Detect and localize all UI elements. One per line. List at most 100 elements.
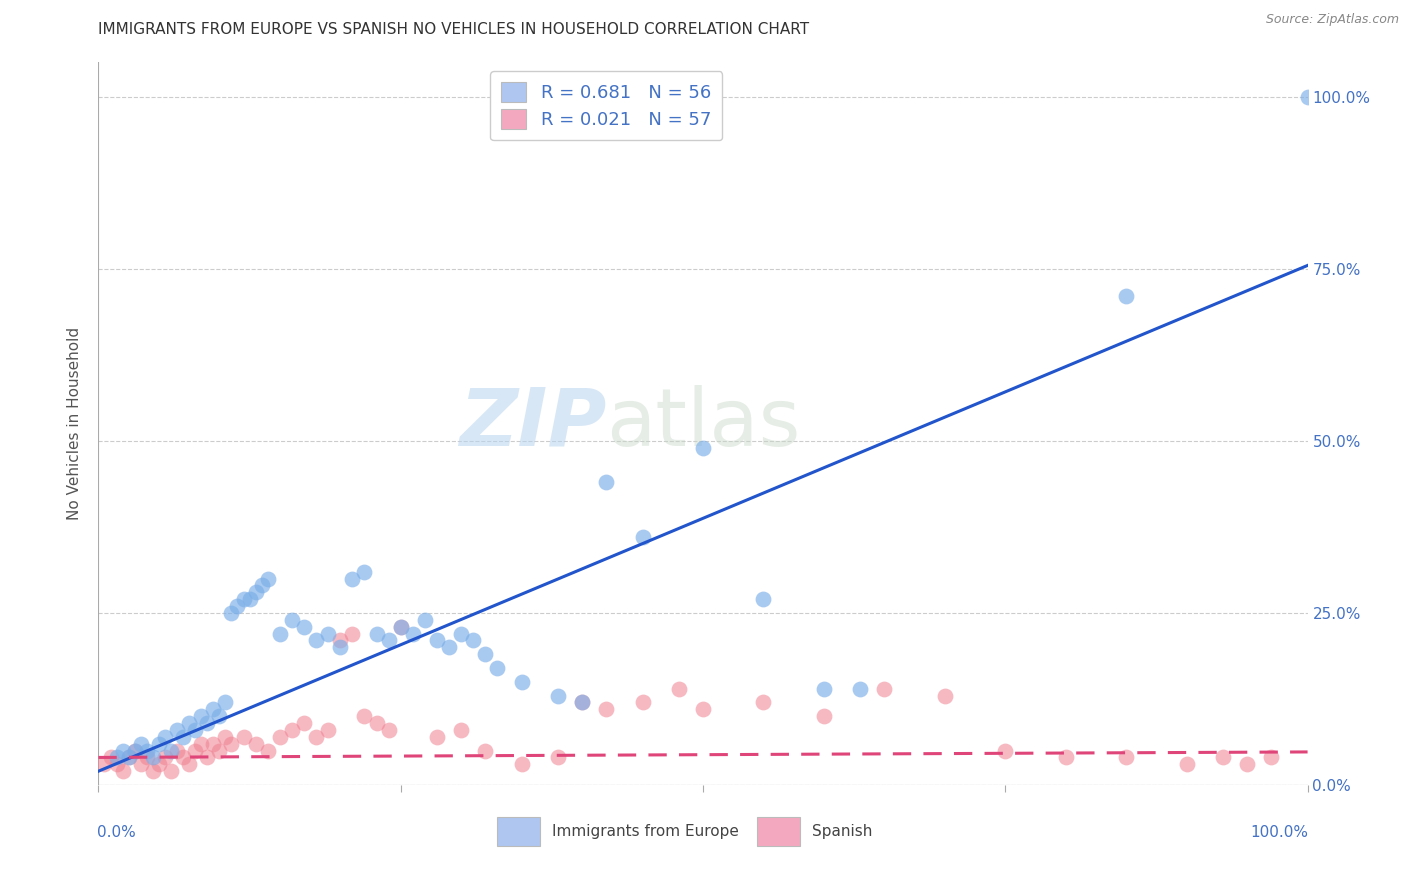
- Point: [1296, 90, 1319, 104]
- Point: [179, 757, 201, 772]
- Point: [316, 723, 339, 737]
- Point: [437, 640, 460, 655]
- Point: [474, 647, 496, 661]
- Point: [129, 737, 152, 751]
- Text: IMMIGRANTS FROM EUROPE VS SPANISH NO VEHICLES IN HOUSEHOLD CORRELATION CHART: IMMIGRANTS FROM EUROPE VS SPANISH NO VEH…: [98, 22, 810, 37]
- Point: [353, 709, 375, 723]
- Point: [873, 681, 896, 696]
- Point: [426, 633, 449, 648]
- Point: [214, 730, 236, 744]
- Point: [1115, 750, 1137, 764]
- Point: [179, 716, 201, 731]
- Point: [250, 578, 273, 592]
- Point: [256, 572, 278, 586]
- Point: [93, 757, 115, 772]
- Point: [214, 695, 236, 709]
- Bar: [758, 817, 800, 847]
- Point: [232, 730, 254, 744]
- Point: [547, 689, 569, 703]
- Legend: R = 0.681   N = 56, R = 0.021   N = 57: R = 0.681 N = 56, R = 0.021 N = 57: [491, 71, 723, 140]
- Point: [571, 695, 593, 709]
- Point: [239, 592, 262, 607]
- Point: [118, 750, 141, 764]
- Point: [377, 723, 399, 737]
- Point: [450, 626, 472, 640]
- Point: [105, 750, 128, 764]
- Point: [172, 750, 194, 764]
- Point: [813, 681, 835, 696]
- Point: [190, 737, 212, 751]
- Point: [486, 661, 509, 675]
- Point: [184, 743, 207, 757]
- Point: [208, 709, 231, 723]
- Point: [124, 743, 146, 757]
- Point: [692, 702, 714, 716]
- Point: [1260, 750, 1282, 764]
- Point: [813, 709, 835, 723]
- Point: [100, 750, 122, 764]
- Text: ZIP: ZIP: [458, 384, 606, 463]
- Point: [305, 633, 328, 648]
- Point: [752, 592, 775, 607]
- Text: Spanish: Spanish: [811, 824, 872, 839]
- Point: [221, 606, 243, 620]
- Point: [129, 757, 152, 772]
- Point: [934, 689, 956, 703]
- Point: [571, 695, 593, 709]
- Point: [631, 695, 654, 709]
- Point: [172, 730, 194, 744]
- Point: [221, 737, 243, 751]
- Point: [195, 716, 218, 731]
- Point: [269, 730, 291, 744]
- Point: [292, 620, 315, 634]
- Point: [389, 620, 412, 634]
- Point: [1054, 750, 1077, 764]
- Point: [202, 737, 225, 751]
- Point: [353, 565, 375, 579]
- Text: 0.0%: 0.0%: [97, 825, 136, 839]
- Point: [510, 674, 533, 689]
- Point: [160, 764, 183, 779]
- Point: [366, 626, 388, 640]
- Point: [202, 702, 225, 716]
- Point: [208, 743, 231, 757]
- Point: [631, 530, 654, 544]
- Point: [135, 750, 157, 764]
- Point: [153, 750, 176, 764]
- Point: [316, 626, 339, 640]
- Point: [1212, 750, 1234, 764]
- Point: [510, 757, 533, 772]
- Point: [142, 750, 165, 764]
- Point: [269, 626, 291, 640]
- Point: [377, 633, 399, 648]
- Point: [1236, 757, 1258, 772]
- Point: [849, 681, 872, 696]
- Point: [111, 743, 134, 757]
- Point: [166, 743, 188, 757]
- Point: [426, 730, 449, 744]
- Point: [184, 723, 207, 737]
- Point: [245, 737, 267, 751]
- Y-axis label: No Vehicles in Household: No Vehicles in Household: [67, 327, 83, 520]
- Point: [413, 613, 436, 627]
- Point: [1175, 757, 1198, 772]
- Point: [281, 613, 304, 627]
- Point: [329, 633, 352, 648]
- Point: [166, 723, 188, 737]
- Point: [232, 592, 254, 607]
- Point: [190, 709, 212, 723]
- Point: [450, 723, 472, 737]
- Point: [281, 723, 304, 737]
- Text: Source: ZipAtlas.com: Source: ZipAtlas.com: [1265, 13, 1399, 27]
- Point: [692, 441, 714, 455]
- Point: [148, 737, 170, 751]
- Point: [752, 695, 775, 709]
- Point: [1115, 289, 1137, 303]
- Point: [547, 750, 569, 764]
- Point: [226, 599, 249, 613]
- Point: [111, 764, 134, 779]
- Point: [256, 743, 278, 757]
- Point: [160, 743, 183, 757]
- Point: [366, 716, 388, 731]
- Point: [402, 626, 425, 640]
